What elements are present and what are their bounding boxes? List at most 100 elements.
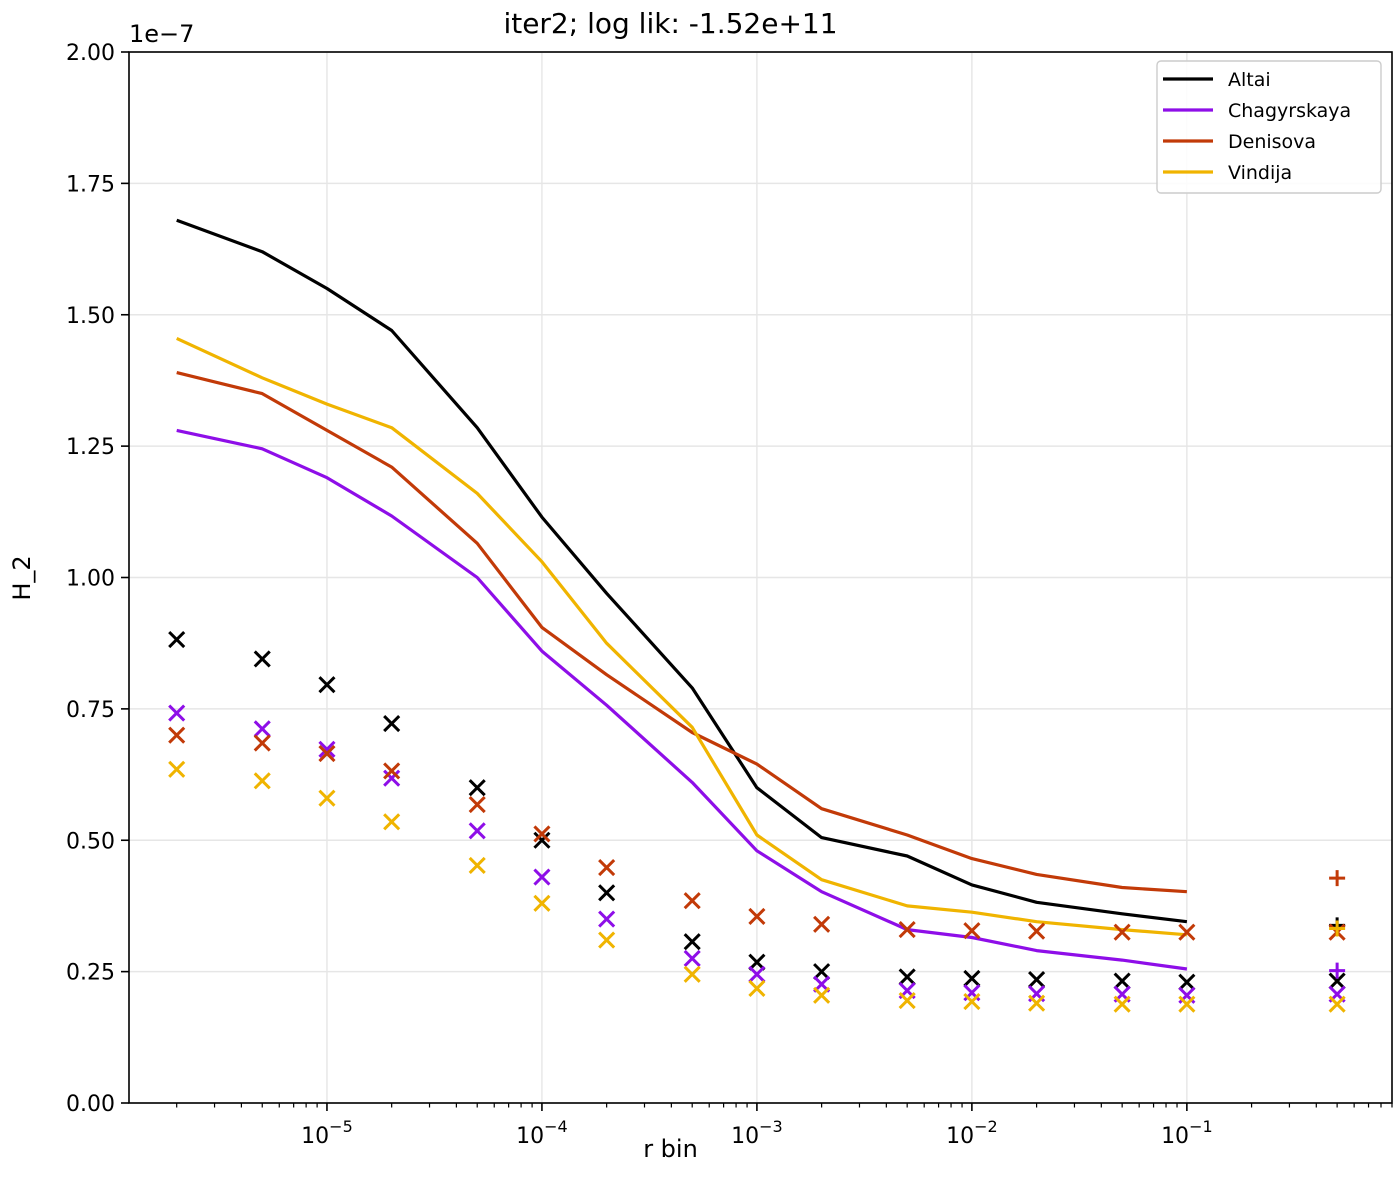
y-tick-label: 0.00 <box>66 1092 115 1117</box>
x-marker <box>813 915 831 933</box>
x-marker <box>468 822 486 840</box>
x-tick-label-base: 10 <box>516 1124 544 1149</box>
x-marker <box>468 795 486 814</box>
x-tick-label-base: 10 <box>731 1124 759 1149</box>
x-marker <box>168 726 186 744</box>
x-marker <box>898 968 916 986</box>
x-marker <box>1113 995 1131 1013</box>
x-marker <box>318 744 336 763</box>
x-marker <box>533 825 551 843</box>
series-line <box>176 371 1188 894</box>
y-tick-label: 2.00 <box>66 41 115 66</box>
x-marker <box>683 965 701 983</box>
x-marker <box>813 986 831 1004</box>
x-tick-label: 10−1 <box>1161 1117 1213 1149</box>
x-marker <box>1328 972 1346 990</box>
legend-label: Denisova <box>1228 131 1316 153</box>
x-marker <box>683 933 701 951</box>
x-tick-label: 10−3 <box>731 1117 783 1149</box>
x-tick-label-exponent: −1 <box>1189 1117 1213 1136</box>
x-marker <box>253 734 271 752</box>
x-marker <box>1178 995 1196 1013</box>
x-tick-label-exponent: −4 <box>544 1117 568 1136</box>
y-axis-label: H_2 <box>8 555 36 600</box>
x-marker <box>318 676 336 694</box>
x-marker <box>598 931 616 949</box>
x-marker <box>1113 923 1131 941</box>
x-tick-label-base: 10 <box>301 1124 329 1149</box>
x-tick-label-exponent: −3 <box>759 1117 783 1136</box>
x-marker <box>383 715 401 733</box>
x-marker <box>598 910 616 928</box>
legend: Altai Chagyrskaya Denisova Vindija <box>1156 60 1382 194</box>
x-marker <box>963 969 981 988</box>
x-marker <box>253 650 271 668</box>
plot-area <box>168 218 1346 1013</box>
x-marker <box>533 868 551 886</box>
x-marker <box>748 979 766 998</box>
x-marker <box>168 630 186 649</box>
x-marker <box>598 884 616 902</box>
x-tick-label-exponent: −5 <box>329 1117 353 1136</box>
x-tick-label: 10−2 <box>946 1117 998 1149</box>
x-marker <box>468 856 486 875</box>
x-marker <box>683 949 701 968</box>
x-tick-label: 10−5 <box>301 1117 353 1149</box>
y-tick-label: 1.00 <box>66 567 115 592</box>
x-marker <box>318 789 336 807</box>
x-marker <box>253 772 271 790</box>
x-marker <box>168 704 186 722</box>
series-line <box>176 428 1188 971</box>
x-marker <box>1328 995 1346 1013</box>
x-tick-label: 10−4 <box>516 1117 568 1149</box>
x-marker <box>963 922 981 940</box>
y-tick-label: 0.75 <box>66 698 115 723</box>
x-marker <box>1028 994 1046 1012</box>
x-axis-label: r bin <box>643 1135 698 1163</box>
legend-label: Altai <box>1228 69 1271 91</box>
x-marker <box>748 907 766 926</box>
x-marker <box>598 859 616 877</box>
x-marker <box>168 760 186 778</box>
x-marker <box>533 894 551 912</box>
x-marker <box>813 963 831 981</box>
x-marker <box>1178 923 1196 941</box>
x-marker <box>1178 973 1196 991</box>
plus-marker <box>1329 870 1346 887</box>
x-marker <box>468 779 486 797</box>
y-tick-label: 0.50 <box>66 829 115 854</box>
x-marker <box>1028 922 1046 940</box>
y-tick-label: 1.50 <box>66 304 115 329</box>
x-marker <box>533 831 551 849</box>
y-axis-offset-label: 1e−7 <box>129 20 194 48</box>
x-marker <box>1113 972 1131 990</box>
x-marker <box>898 921 916 939</box>
legend-label: Chagyrskaya <box>1228 100 1351 122</box>
y-tick-label: 1.75 <box>66 172 115 197</box>
legend-label: Vindija <box>1228 162 1292 184</box>
plus-marker <box>1329 962 1346 979</box>
y-tick-label: 1.25 <box>66 435 115 460</box>
x-marker <box>383 813 401 831</box>
x-marker <box>683 892 701 910</box>
x-marker <box>748 965 766 983</box>
x-marker <box>1028 970 1046 989</box>
y-axis: 0.00 0.25 0.50 0.75 1.00 1.25 1.50 1.75 2.00 <box>66 41 129 1117</box>
series-line <box>176 218 1188 924</box>
x-tick-label-base: 10 <box>946 1124 974 1149</box>
x-marker <box>383 769 401 787</box>
x-marker <box>963 993 981 1011</box>
x-tick-label-base: 10 <box>1161 1124 1189 1149</box>
x-axis: 10−5 10−4 10−3 10−2 10−1 <box>176 1103 1393 1149</box>
x-marker <box>318 740 336 758</box>
series-line <box>176 336 1188 937</box>
x-marker <box>898 991 916 1010</box>
x-tick-label-exponent: −2 <box>974 1117 998 1136</box>
y-tick-label: 0.25 <box>66 961 115 986</box>
legend-box <box>1156 60 1382 194</box>
chart-title: iter2; log lik: -1.52e+11 <box>503 7 837 40</box>
plus-marker <box>1329 920 1346 937</box>
x-marker <box>253 720 271 738</box>
x-marker <box>383 762 401 780</box>
